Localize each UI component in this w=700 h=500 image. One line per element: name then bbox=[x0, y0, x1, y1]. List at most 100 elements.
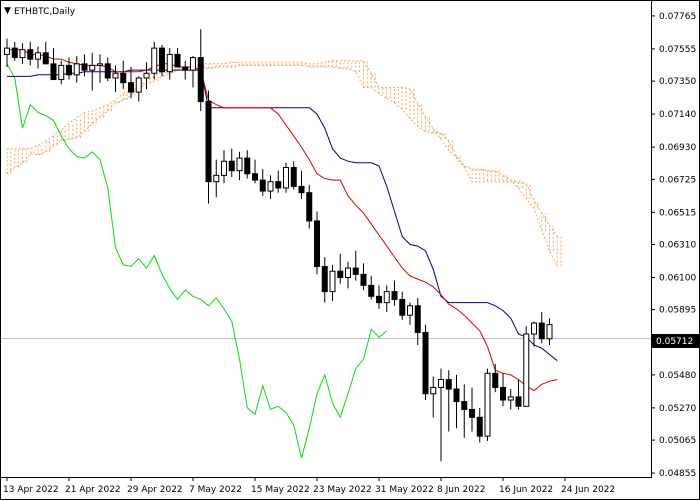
candle-bearish bbox=[298, 185, 305, 194]
candle-bearish bbox=[469, 408, 475, 418]
candle-bearish bbox=[275, 181, 282, 189]
candle-bullish bbox=[407, 305, 413, 316]
candle-bullish bbox=[438, 379, 444, 388]
candle-bullish bbox=[58, 64, 65, 81]
candle-bullish bbox=[283, 167, 289, 189]
x-tick-label: 8 Jun 2022 bbox=[437, 485, 485, 495]
candle-bullish bbox=[213, 174, 220, 183]
y-tick-label: 0.06515 bbox=[659, 208, 696, 218]
x-tick-label: 7 May 2022 bbox=[189, 485, 242, 495]
y-tick-label: 0.07765 bbox=[659, 12, 696, 22]
kijun-sen-line bbox=[7, 69, 558, 362]
x-tick-label: 29 Apr 2022 bbox=[127, 485, 183, 495]
candle-bearish bbox=[515, 396, 522, 407]
x-tick-label: 31 May 2022 bbox=[375, 485, 434, 495]
y-tick-label: 0.07140 bbox=[659, 110, 696, 120]
candle-bearish bbox=[104, 63, 111, 79]
candle-bullish bbox=[383, 291, 390, 304]
candle-bullish bbox=[430, 386, 437, 395]
candle-bearish bbox=[360, 273, 367, 286]
y-tick-label: 0.07350 bbox=[659, 77, 696, 87]
candle-bullish bbox=[143, 72, 150, 79]
candle-bullish bbox=[190, 57, 196, 71]
x-tick-label: 23 May 2022 bbox=[313, 485, 372, 495]
candle-bearish bbox=[228, 160, 235, 172]
candle-bullish bbox=[166, 53, 173, 73]
chikou-span-line bbox=[6, 63, 388, 459]
candle-bullish bbox=[507, 396, 514, 401]
candle-bullish bbox=[112, 72, 119, 79]
candle-bullish bbox=[4, 47, 10, 55]
candle-bearish bbox=[120, 72, 127, 84]
candle-bullish bbox=[236, 157, 243, 172]
candle-bearish bbox=[414, 305, 421, 333]
candle-bearish bbox=[476, 416, 483, 437]
candle-bullish bbox=[221, 160, 227, 176]
plot-area bbox=[1, 29, 651, 462]
candle-bearish bbox=[128, 82, 134, 93]
y-tick-label: 0.04855 bbox=[659, 469, 696, 479]
candle-bullish bbox=[135, 77, 142, 93]
candle-bearish bbox=[290, 167, 297, 187]
current-price-box bbox=[652, 334, 699, 348]
y-tick-label: 0.05480 bbox=[659, 371, 696, 381]
candle-bullish bbox=[531, 322, 537, 335]
candle-bearish bbox=[422, 331, 429, 395]
price-axis: 0.07765 0.07555 0.07350 0.07140 0.06930 0.067… bbox=[651, 12, 696, 479]
candle-bearish bbox=[306, 192, 313, 222]
candle-bullish bbox=[35, 52, 41, 60]
candle-bearish bbox=[159, 47, 165, 73]
candle-bullish bbox=[73, 63, 80, 76]
candle-bullish bbox=[329, 270, 336, 293]
candle-bearish bbox=[538, 322, 545, 340]
candle-bearish bbox=[252, 173, 258, 181]
candle-bearish bbox=[259, 179, 266, 192]
candle-bullish bbox=[546, 324, 553, 340]
candle-bearish bbox=[337, 270, 344, 278]
candle-bearish bbox=[314, 220, 320, 267]
chart-title: ETHBTC,Daily bbox=[14, 7, 76, 17]
candle-bearish bbox=[391, 291, 398, 300]
candle-bearish bbox=[368, 284, 375, 297]
y-tick-label: 0.05270 bbox=[659, 404, 696, 414]
candle-bullish bbox=[97, 63, 103, 66]
y-tick-label: 0.06725 bbox=[659, 175, 696, 185]
candle-bearish bbox=[205, 101, 212, 183]
candle-bearish bbox=[81, 63, 88, 71]
y-tick-label: 0.05065 bbox=[659, 436, 696, 446]
x-tick-label: 21 Apr 2022 bbox=[65, 485, 121, 495]
candle-bullish bbox=[89, 64, 96, 71]
candle-bullish bbox=[19, 49, 26, 59]
candle-bearish bbox=[453, 388, 460, 403]
candle-bearish bbox=[66, 64, 72, 76]
x-tick-label: 16 Jun 2022 bbox=[499, 485, 553, 495]
time-axis: 13 Apr 2022 21 Apr 2022 29 Apr 2022 7 May 2… bbox=[3, 477, 615, 495]
candle-bearish bbox=[352, 267, 359, 275]
y-tick-label: 0.05895 bbox=[659, 306, 696, 316]
y-tick-label: 0.06100 bbox=[659, 273, 696, 283]
candle-bearish bbox=[174, 53, 181, 68]
candle-bearish bbox=[182, 66, 189, 71]
candle-bullish bbox=[267, 181, 274, 192]
candle-bullish bbox=[484, 372, 491, 437]
candle-bearish bbox=[50, 63, 57, 81]
candle-bearish bbox=[461, 401, 468, 410]
y-tick-label: 0.06930 bbox=[659, 143, 696, 153]
candle-bearish bbox=[376, 295, 382, 304]
candle-bearish bbox=[399, 298, 406, 316]
candle-bullish bbox=[345, 267, 351, 278]
candle-bearish bbox=[42, 52, 49, 65]
candle-bearish bbox=[321, 265, 328, 293]
y-tick-label: 0.06310 bbox=[659, 240, 696, 250]
candle-bearish bbox=[492, 372, 499, 388]
x-tick-label: 13 Apr 2022 bbox=[3, 485, 59, 495]
y-tick-label: 0.07555 bbox=[659, 45, 696, 55]
x-tick-label: 15 May 2022 bbox=[251, 485, 310, 495]
candle-bearish bbox=[500, 386, 506, 401]
x-tick-label: 24 Jun 2022 bbox=[561, 485, 615, 495]
candle-bearish bbox=[244, 157, 251, 175]
senkou-span-b-line bbox=[7, 60, 558, 237]
senkou-span-a-line bbox=[6, 64, 558, 267]
candle-bearish bbox=[27, 49, 34, 60]
